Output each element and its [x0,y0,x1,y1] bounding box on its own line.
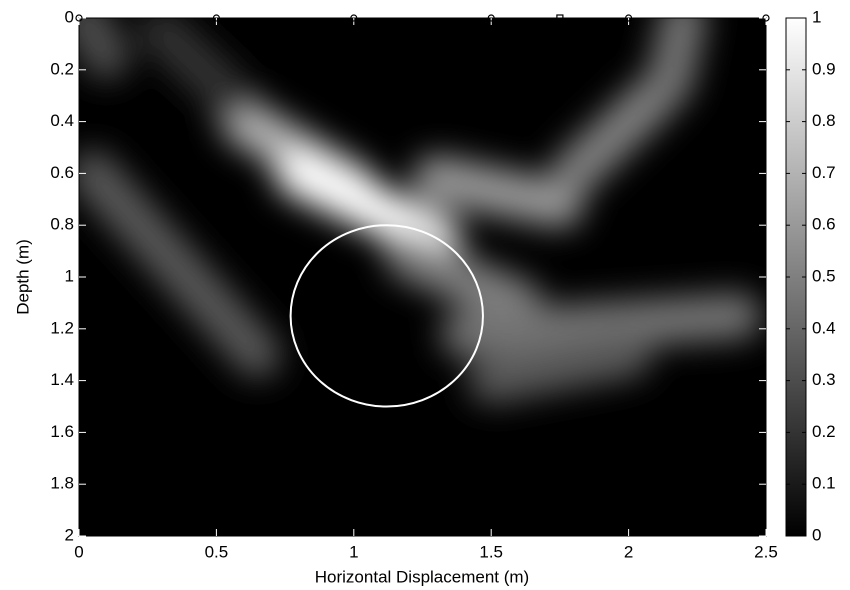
y-tick-label: 1.4 [50,370,74,389]
colorbar-tick-label: 0.4 [812,318,836,337]
x-axis-label: Horizontal Displacement (m) [315,567,529,586]
intensity-ridge [413,155,583,228]
y-tick-label: 1.6 [50,422,74,441]
y-tick-label: 0 [65,7,74,26]
colorbar-tick-label: 0.3 [812,370,836,389]
y-tick-label: 0.6 [50,163,74,182]
x-tick-label: 0 [74,542,83,561]
colorbar-tick-label: 0 [812,525,821,544]
colorbar-tick-label: 0.6 [812,215,836,234]
y-tick-label: 0.4 [50,111,74,130]
y-tick-label: 0.2 [50,59,74,78]
intensity-ridge [646,18,707,106]
source-marker [556,14,564,22]
colorbar-tick-label: 1 [812,7,821,26]
sensor-marker [762,14,770,22]
heatmap [79,18,762,404]
y-tick-label: 2 [65,525,74,544]
intensity-ridge [79,150,281,378]
x-tick-label: 2 [624,542,633,561]
target-circle [289,224,484,408]
colorbar-tick-label: 0.1 [812,474,836,493]
y-tick-label: 1.2 [50,318,74,337]
intensity-ridge [385,233,542,326]
intensity-ridge [138,18,254,119]
colorbar-tick-label: 0.5 [812,266,836,285]
x-tick-label: 1 [349,542,358,561]
colorbar-tick-label: 0.2 [812,422,836,441]
colorbar-tick-label: 0.7 [812,163,836,182]
intensity-ridge [275,150,460,262]
colorbar-tick-label: 0.8 [812,111,836,130]
sensor-marker [624,14,633,22]
sensor-marker [487,14,495,22]
y-tick-label: 1.8 [50,474,74,493]
colorbar-tick-label: 0.9 [812,59,836,78]
sensor-marker [75,14,83,22]
intensity-ridge [79,18,130,80]
y-tick-label: 1 [65,266,74,285]
intensity-ridge [440,292,762,357]
x-tick-label: 1.5 [479,542,503,561]
y-tick-label: 0.8 [50,215,74,234]
x-tick-label: 0.5 [205,542,229,561]
intensity-ridge [468,331,652,404]
intensity-ridge [550,72,680,197]
x-tick-label: 2.5 [754,542,778,561]
sensor-marker [212,14,220,22]
sensor-marker [350,14,358,22]
y-axis-label: Depth (m) [13,239,32,315]
